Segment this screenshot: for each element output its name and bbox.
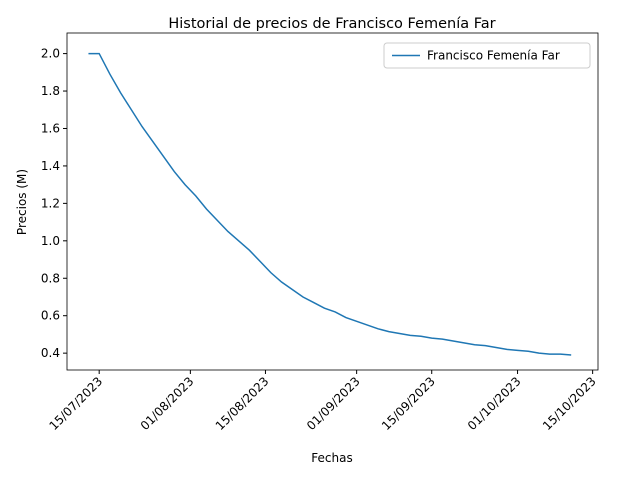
x-tick-label: 15/07/2023 [46, 374, 105, 433]
x-tick-label: 15/10/2023 [540, 374, 599, 433]
x-tick-label: 15/08/2023 [213, 374, 272, 433]
x-tick-label: 01/08/2023 [138, 374, 197, 433]
y-tick-label: 0.4 [41, 346, 60, 360]
plot-frame [66, 32, 599, 371]
legend-box [383, 42, 591, 69]
y-tick-label: 1.2 [41, 196, 60, 210]
legend-label: Francisco Femenía Far [427, 49, 560, 63]
y-axis-label: Precios (M) [15, 169, 29, 235]
y-tick-label: 0.6 [41, 309, 60, 323]
y-tick-label: 1.6 [41, 121, 60, 135]
x-tick-label: 01/09/2023 [304, 374, 363, 433]
y-tick-label: 0.8 [41, 271, 60, 285]
x-tick-label: 15/09/2023 [379, 374, 438, 433]
x-axis-label: Fechas [311, 451, 352, 465]
y-tick-label: 1.8 [41, 84, 60, 98]
y-tick-label: 1.0 [41, 234, 60, 248]
chart-title: Historial de precios de Francisco Femení… [168, 16, 495, 32]
line-series [88, 52, 572, 356]
x-tick-label: 01/10/2023 [465, 374, 524, 433]
y-tick-label: 2.0 [41, 47, 60, 61]
y-tick-label: 1.4 [41, 159, 60, 173]
